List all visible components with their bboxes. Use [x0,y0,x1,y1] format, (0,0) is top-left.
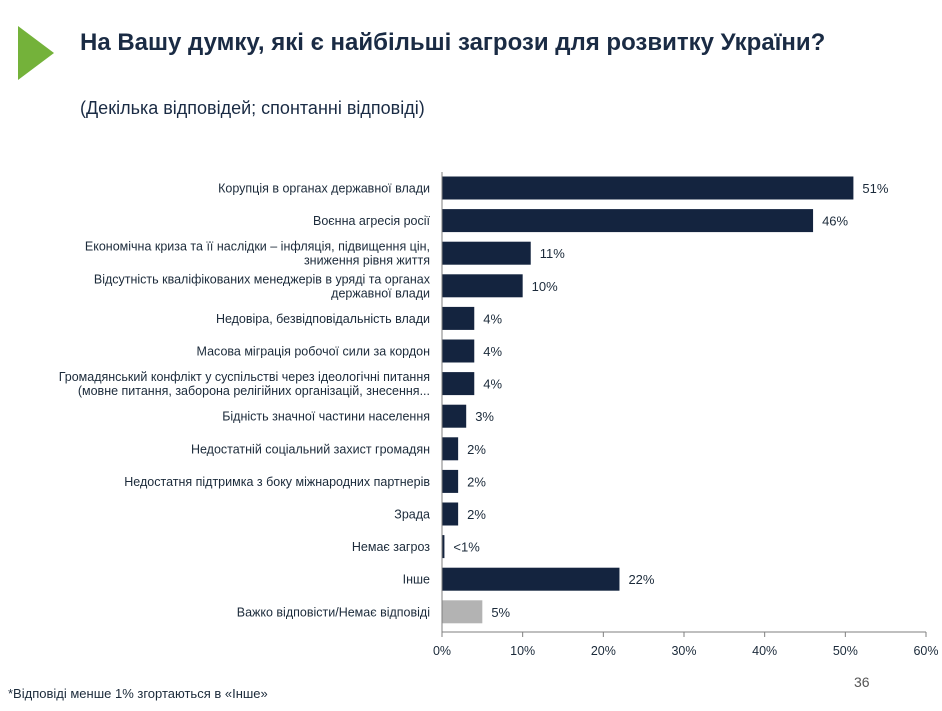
value-label: <1% [453,540,480,555]
value-label: 4% [483,344,502,359]
category-label: Воєнна агресія росії [313,214,431,228]
category-label: Відсутність кваліфікованих менеджерів в … [94,272,431,300]
x-tick-label: 50% [833,644,858,658]
bar-chart: Корупція в органах державної влади 51% Воє… [59,172,939,658]
x-tick-label: 60% [913,644,938,658]
value-label: 4% [483,377,502,392]
x-tick-label: 30% [671,644,696,658]
bar [442,404,467,428]
value-label: 46% [822,214,848,229]
bar [442,372,475,396]
category-label-line: Недостатній соціальний захист громадян [191,442,430,456]
value-label: 5% [491,605,510,620]
page-title: На Вашу думку, які є найбільші загрози д… [80,29,826,56]
category-label: Недостатня підтримка з боку міжнародних … [124,475,430,489]
bar [442,600,483,624]
bar [442,176,854,200]
value-label: 10% [532,279,558,294]
x-tick-label: 20% [591,644,616,658]
category-label: Недовіра, безвідповідальність влади [216,312,430,326]
bar [442,306,475,330]
bar [442,241,531,265]
page-subtitle: (Декілька відповідей; спонтанні відповід… [80,98,425,118]
value-label: 51% [862,181,888,196]
value-label: 4% [483,311,502,326]
bar [442,209,814,233]
category-label: Бідність значної частини населення [222,410,430,424]
category-label: Економічна криза та її наслідки – інфляц… [85,240,430,268]
category-label-line: Зрада [394,508,430,522]
category-label-line: Масова міграція робочої сили за кордон [197,345,431,359]
category-label-line: Недовіра, безвідповідальність влади [216,312,430,326]
category-label-line: Недостатня підтримка з боку міжнародних … [124,475,430,489]
category-label: Недостатній соціальний захист громадян [191,442,430,456]
value-label: 2% [467,507,486,522]
bar [442,339,475,363]
value-label: 22% [628,572,654,587]
x-tick-label: 40% [752,644,777,658]
value-label: 2% [467,442,486,457]
category-label-line: Інше [403,573,430,587]
category-label: Немає загроз [352,540,430,554]
category-label: Інше [403,573,430,587]
green-triangle-arrow-icon [18,26,54,80]
bar [442,469,459,493]
category-label-line: (мовне питання, заборона релігійних орга… [78,384,430,398]
category-label: Громадянський конфлікт у суспільстві чер… [59,370,430,398]
category-label: Корупція в органах державної влади [218,182,430,196]
bar [442,274,523,298]
category-label-line: Економічна криза та її наслідки – інфляц… [85,240,430,254]
category-label-line: Громадянський конфлікт у суспільстві чер… [59,370,430,384]
category-label-line: зниження рівня життя [304,254,430,268]
bar [442,535,445,559]
page-number: 36 [854,674,870,690]
bar [442,502,459,526]
value-label: 3% [475,409,494,424]
category-label-line: Немає загроз [352,540,430,554]
bar [442,567,620,591]
footnote: *Відповіді менше 1% згортаються в «Інше» [8,686,268,701]
bar [442,437,459,461]
category-label: Важко відповісти/Немає відповіді [237,605,430,619]
category-label-line: Воєнна агресія росії [313,214,431,228]
x-tick-label: 0% [433,644,451,658]
category-label-line: Важко відповісти/Немає відповіді [237,605,430,619]
value-label: 2% [467,474,486,489]
category-label: Масова міграція робочої сили за кордон [197,345,431,359]
category-label: Зрада [394,508,430,522]
category-label-line: Корупція в органах державної влади [218,182,430,196]
category-label-line: Бідність значної частини населення [222,410,430,424]
category-label-line: державної влади [331,286,430,300]
value-label: 11% [540,246,565,261]
x-tick-label: 10% [510,644,535,658]
category-label-line: Відсутність кваліфікованих менеджерів в … [94,272,431,286]
